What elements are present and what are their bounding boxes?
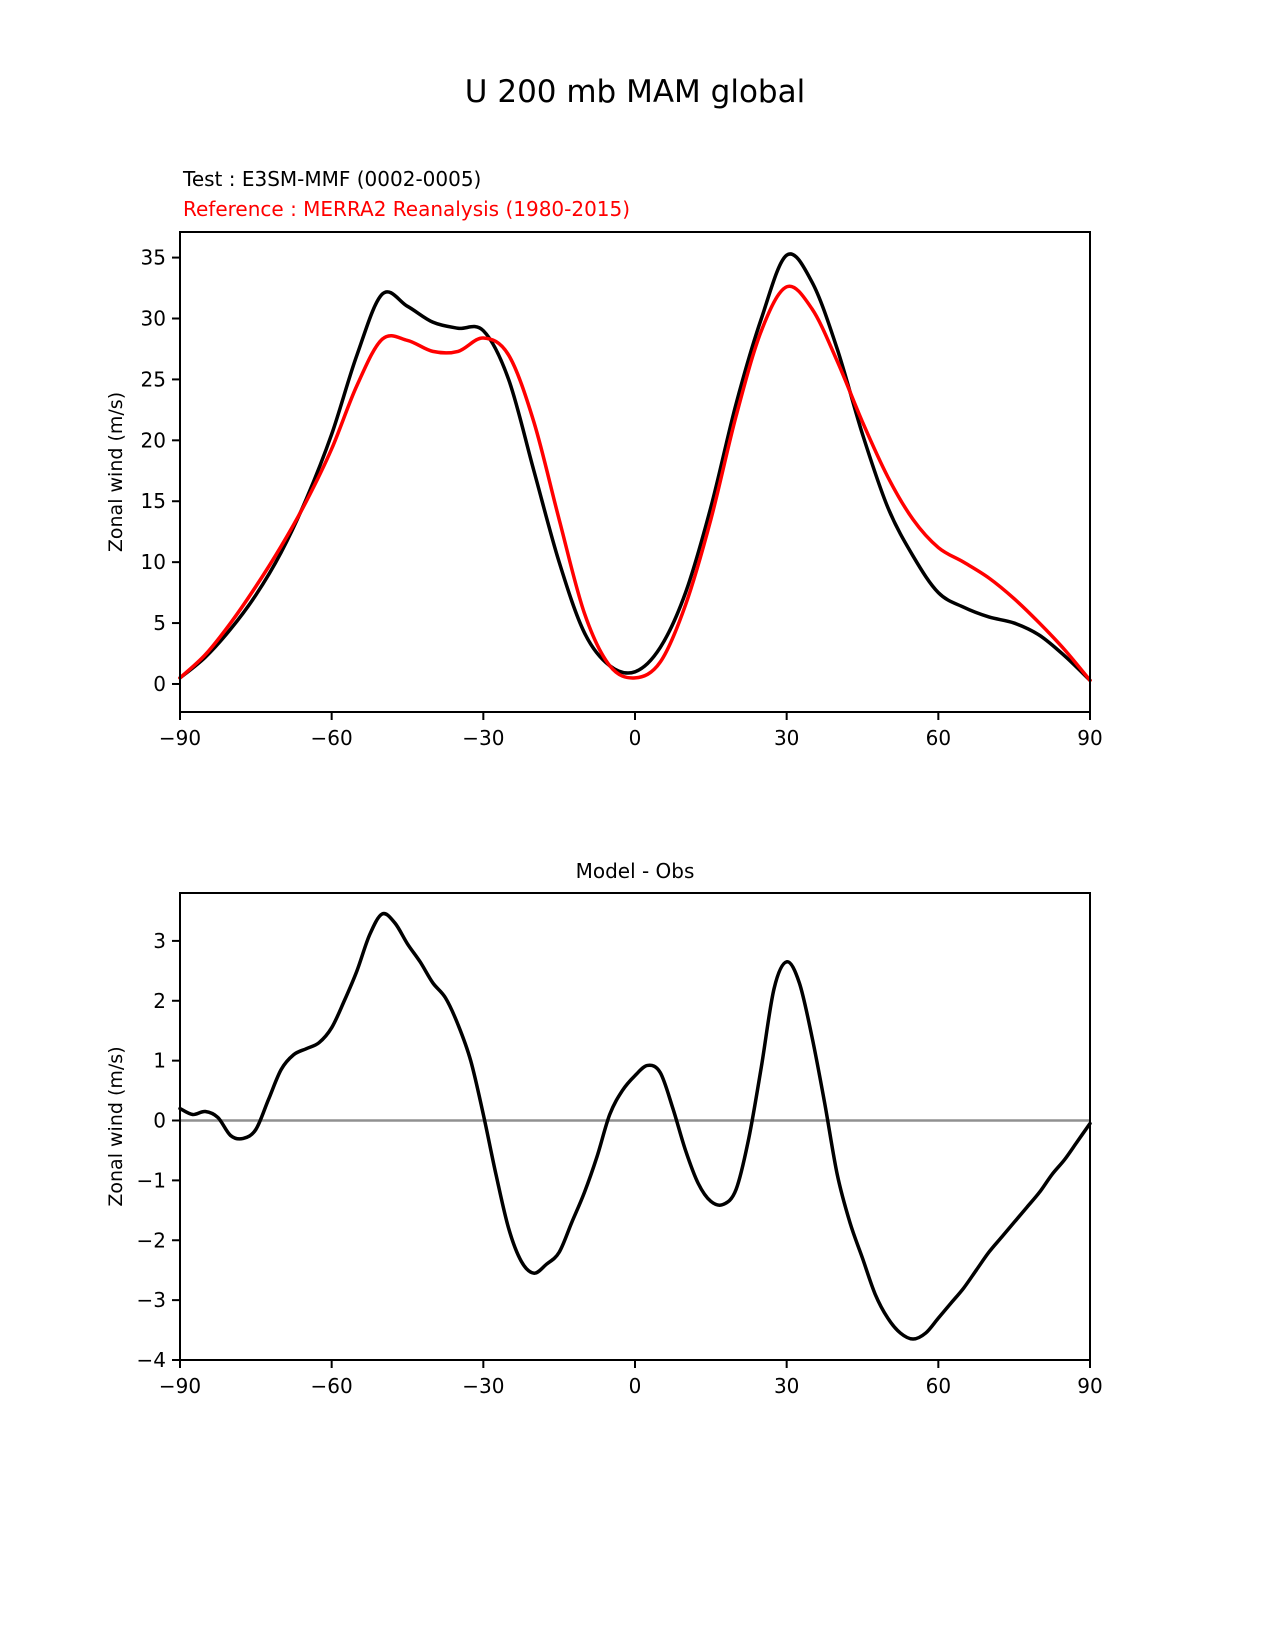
x-tick-label: −90 <box>159 1374 201 1398</box>
x-tick-label: 90 <box>1077 726 1102 750</box>
y-tick-label: 5 <box>153 611 166 635</box>
chart-0-series-1 <box>178 284 1092 683</box>
legend-reference-label: Reference : MERRA2 Reanalysis (1980-2015… <box>183 197 631 221</box>
legend: Test : E3SM-MMF (0002-0005) Reference : … <box>183 164 630 224</box>
y-tick-label: 25 <box>141 367 166 391</box>
x-tick-label: −30 <box>462 726 504 750</box>
chart-0: −90 −60 −30 0 30 60 90 0 5 10 15 20 25 30 35 Zonal wind… <box>105 231 1103 750</box>
x-tick-label: −60 <box>311 726 353 750</box>
y-tick-label: 10 <box>141 550 166 574</box>
x-tick-label: −90 <box>159 726 201 750</box>
y-tick-label: −2 <box>137 1228 166 1252</box>
x-tick-label: 60 <box>926 1374 951 1398</box>
chart-0-series-0 <box>178 252 1092 683</box>
x-tick-label: 90 <box>1077 1374 1102 1398</box>
x-tick-label: 30 <box>774 726 799 750</box>
y-tick-label: 1 <box>153 1049 166 1073</box>
x-tick-label: 30 <box>774 1374 799 1398</box>
y-tick-label: −4 <box>137 1348 166 1372</box>
figure-title: U 200 mb MAM global <box>464 74 806 110</box>
y-axis-label: Zonal wind (m/s) <box>105 1046 127 1206</box>
y-tick-label: 0 <box>153 672 166 696</box>
y-tick-label: 2 <box>153 989 166 1013</box>
y-tick-label: 15 <box>141 489 166 513</box>
y-tick-label: 35 <box>141 246 166 270</box>
y-tick-label: 30 <box>141 306 166 330</box>
y-tick-label: −1 <box>137 1168 166 1192</box>
y-axis-label: Zonal wind (m/s) <box>105 392 127 552</box>
x-tick-label: 60 <box>926 726 951 750</box>
y-tick-label: 20 <box>141 428 166 452</box>
x-tick-label: −30 <box>462 1374 504 1398</box>
y-tick-label: 3 <box>153 929 166 953</box>
legend-test-label: Test : E3SM-MMF (0002-0005) <box>183 167 482 191</box>
x-tick-label: 0 <box>629 726 642 750</box>
chart-1: −90 −60 −30 0 30 60 90 −4 −3 −2 −1 0 1 2 3 Zonal wind (… <box>105 859 1103 1398</box>
axes-spines <box>179 892 1091 1361</box>
chart-title: Model - Obs <box>576 859 695 883</box>
y-tick-label: −3 <box>137 1288 166 1312</box>
y-tick-label: 0 <box>153 1109 166 1133</box>
chart-1-series-0 <box>178 911 1092 1341</box>
x-tick-label: 0 <box>629 1374 642 1398</box>
x-tick-label: −60 <box>311 1374 353 1398</box>
